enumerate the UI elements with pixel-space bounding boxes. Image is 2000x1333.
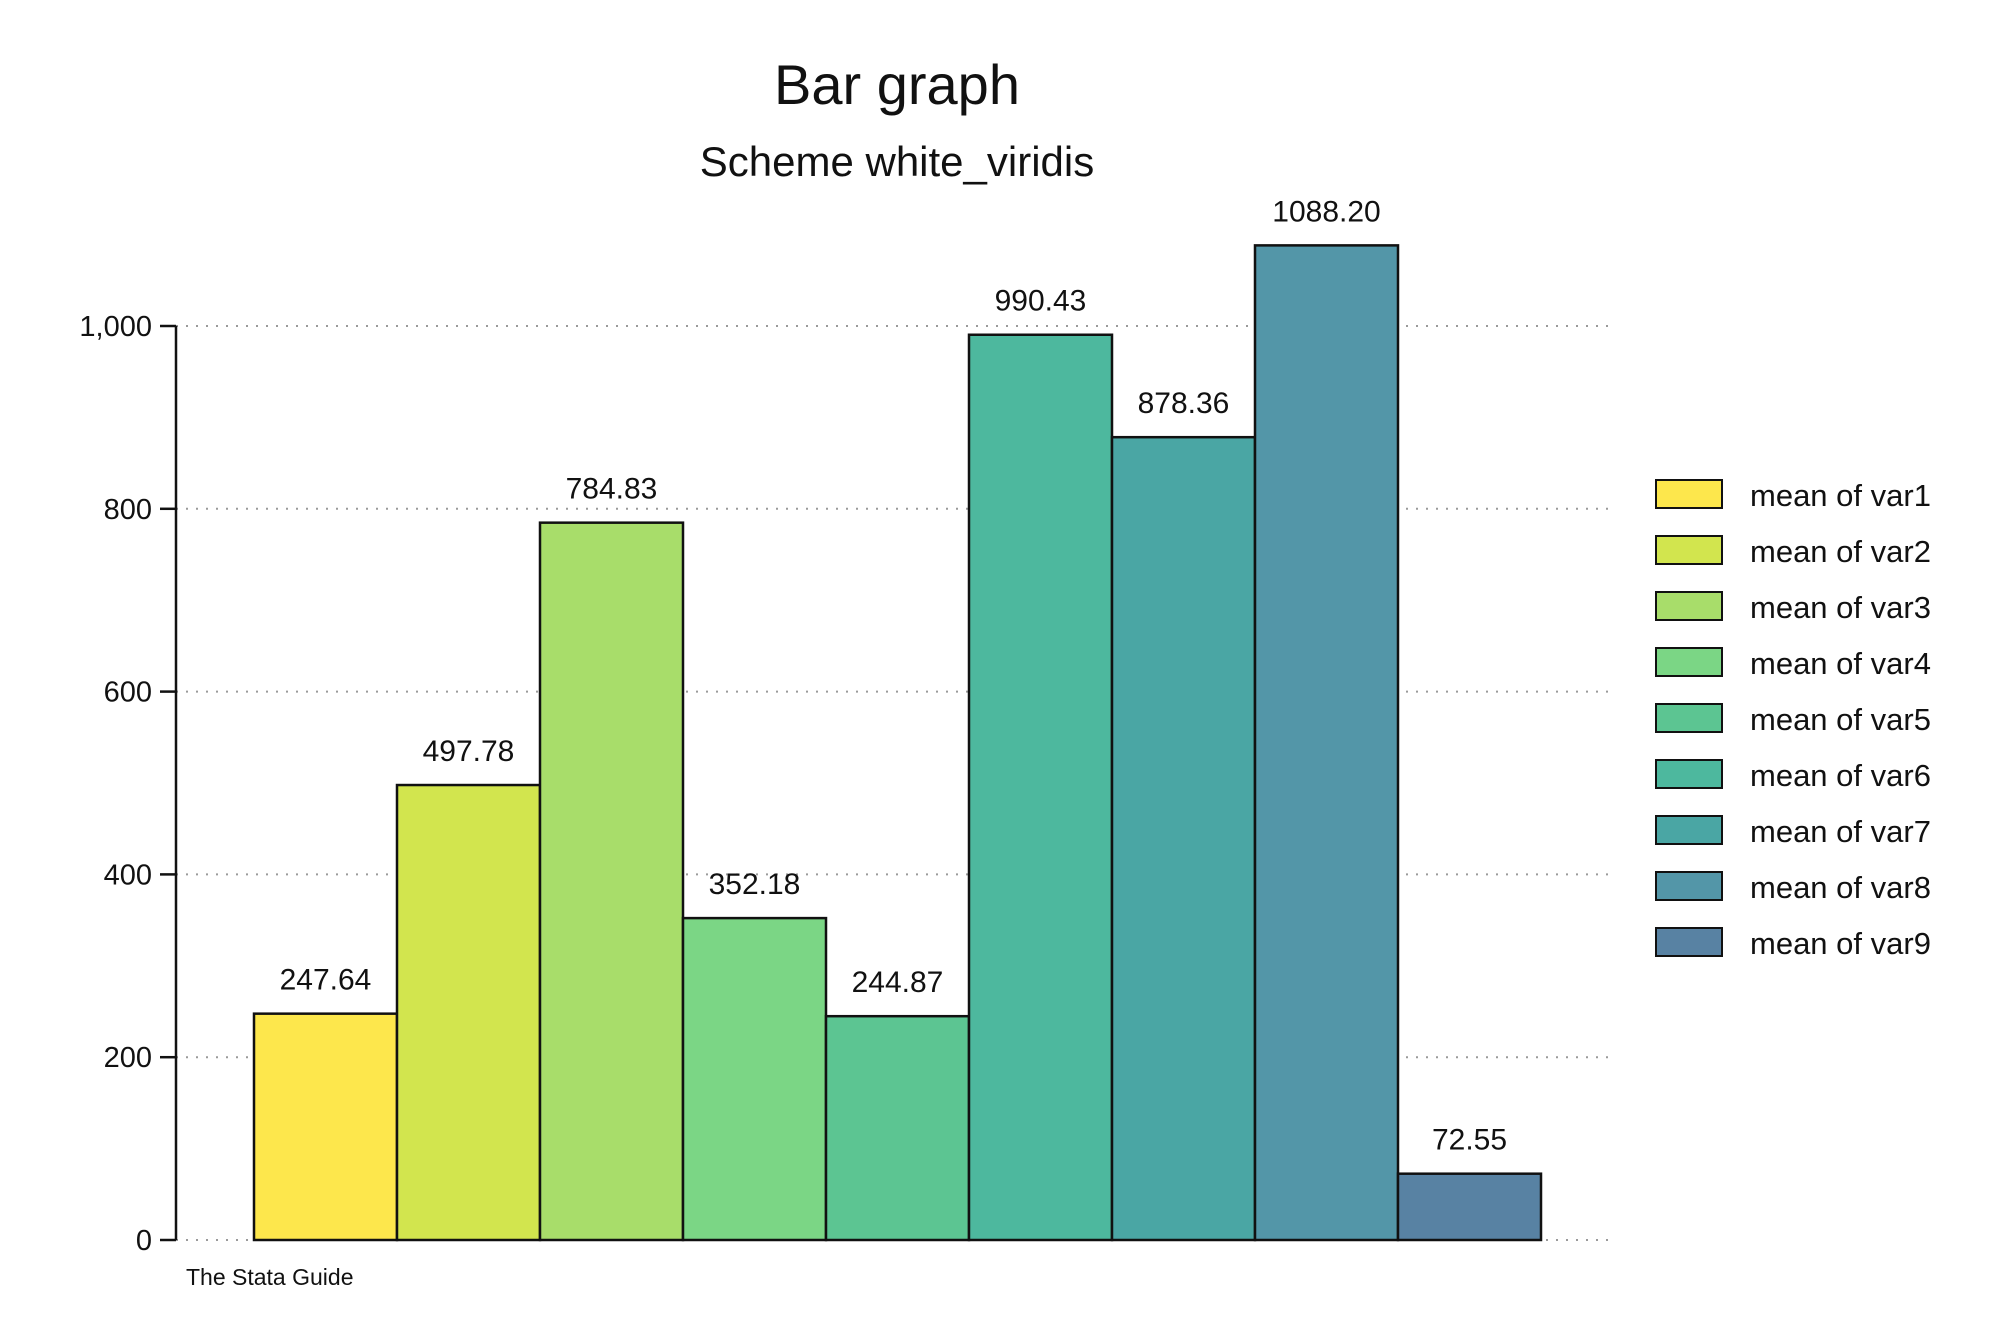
legend-label-var7: mean of var7: [1750, 814, 1931, 849]
y-tick-label: 200: [104, 1042, 152, 1074]
y-axis: 0 200 400 600 800 1,000: [79, 311, 178, 1257]
data-label-var5: 244.87: [852, 966, 944, 999]
data-label-var3: 784.83: [566, 473, 658, 506]
y-tick-label: 400: [104, 859, 152, 891]
bar-var7: [1110, 435, 1257, 1242]
legend-swatch-var4: [1655, 647, 1723, 677]
legend-swatch-var9: [1655, 927, 1723, 957]
data-label-var1: 247.64: [280, 964, 372, 997]
chart-title: Bar graph: [774, 53, 1020, 116]
bar-var6: [967, 333, 1114, 1242]
y-tick-label: 800: [104, 494, 152, 526]
bars: [252, 244, 1543, 1242]
data-label-var4: 352.18: [709, 868, 801, 901]
bar-var3: [538, 521, 685, 1242]
data-labels: 247.64 497.78 784.83 352.18 244.87 990.43 878.…: [280, 195, 1507, 1156]
y-tick-label: 1,000: [79, 311, 152, 343]
data-label-var8: 1088.20: [1272, 195, 1380, 228]
legend-swatch-var1: [1655, 479, 1723, 509]
bar-var2: [395, 783, 542, 1242]
legend: mean of var1 mean of var2 mean of var3 mean…: [1655, 478, 1931, 961]
legend-label-var1: mean of var1: [1750, 478, 1931, 513]
chart-subtitle: Scheme white_viridis: [700, 138, 1095, 185]
legend-swatch-var5: [1655, 703, 1723, 733]
bar-var5: [824, 1014, 971, 1242]
legend-label-var3: mean of var3: [1750, 590, 1931, 625]
data-label-var7: 878.36: [1138, 387, 1230, 420]
legend-label-var9: mean of var9: [1750, 926, 1931, 961]
legend-swatch-var3: [1655, 591, 1723, 621]
data-label-var6: 990.43: [995, 285, 1087, 318]
legend-swatch-var8: [1655, 871, 1723, 901]
bar-var4: [681, 916, 828, 1242]
y-tick-label: 0: [136, 1225, 152, 1257]
bar-var8: [1253, 244, 1400, 1242]
legend-label-var6: mean of var6: [1750, 758, 1931, 793]
legend-swatch-var7: [1655, 815, 1723, 845]
chart-note: The Stata Guide: [186, 1264, 354, 1290]
legend-label-var2: mean of var2: [1750, 534, 1931, 569]
data-label-var2: 497.78: [423, 735, 515, 768]
bar-var9: [1396, 1172, 1543, 1242]
legend-label-var5: mean of var5: [1750, 702, 1931, 737]
legend-swatch-var6: [1655, 759, 1723, 789]
legend-swatch-var2: [1655, 535, 1723, 565]
legend-label-var4: mean of var4: [1750, 646, 1931, 681]
bar-var1: [252, 1012, 399, 1242]
data-label-var9: 72.55: [1432, 1124, 1507, 1157]
legend-label-var8: mean of var8: [1750, 870, 1931, 905]
y-tick-label: 600: [104, 677, 152, 709]
